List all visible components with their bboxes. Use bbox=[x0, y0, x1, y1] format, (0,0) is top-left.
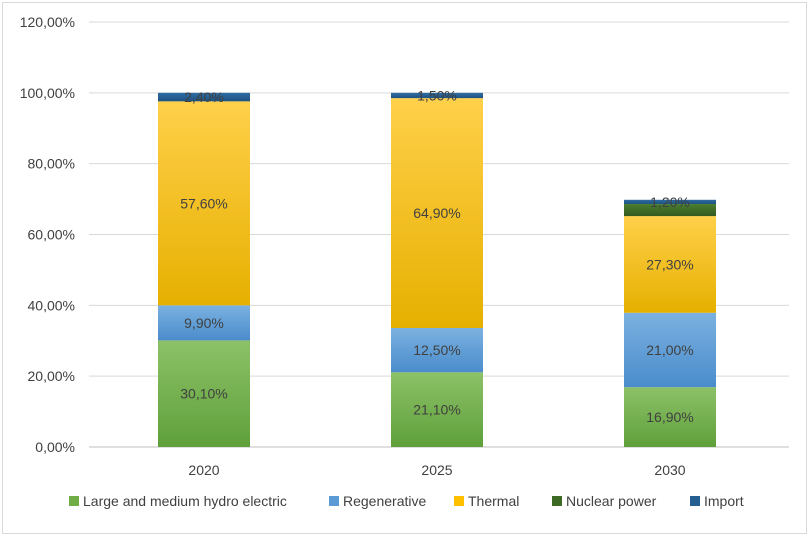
bars bbox=[158, 92, 716, 447]
x-axis-ticks: 2020 2025 2030 bbox=[188, 462, 685, 478]
legend-swatch bbox=[552, 496, 562, 506]
legend-swatch bbox=[69, 496, 79, 506]
data-label: 30,10% bbox=[180, 386, 227, 402]
legend: Large and medium hydro electric Regenerat… bbox=[69, 493, 744, 509]
bar-segment bbox=[624, 387, 716, 447]
legend-swatch bbox=[329, 496, 339, 506]
data-label: 1,50% bbox=[417, 87, 457, 103]
y-tick-label: 120,00% bbox=[20, 14, 75, 30]
data-label: 21,10% bbox=[413, 402, 460, 418]
legend-label: Regenerative bbox=[343, 493, 426, 509]
legend-label: Nuclear power bbox=[566, 493, 657, 509]
data-label: 21,00% bbox=[646, 342, 693, 358]
legend-item: Nuclear power bbox=[552, 493, 657, 509]
y-tick-label: 40,00% bbox=[28, 297, 75, 313]
bar-segment bbox=[158, 340, 250, 447]
bar-segment bbox=[391, 98, 483, 328]
bar-segment bbox=[624, 204, 716, 217]
legend-swatch bbox=[454, 496, 464, 506]
data-label: 57,60% bbox=[180, 195, 227, 211]
y-tick-label: 60,00% bbox=[28, 227, 75, 243]
y-axis-ticks: 0,00% 20,00% 40,00% 60,00% 80,00% 100,00% 120,… bbox=[20, 14, 75, 455]
data-label: 16,90% bbox=[646, 409, 693, 425]
data-label: 9,90% bbox=[184, 315, 224, 331]
y-tick-label: 0,00% bbox=[35, 439, 75, 455]
legend-item: Large and medium hydro electric bbox=[69, 493, 287, 509]
bar-segment bbox=[391, 328, 483, 373]
bar-segment bbox=[624, 312, 716, 388]
data-label: 64,90% bbox=[413, 205, 460, 221]
bar-segment bbox=[624, 216, 716, 313]
legend-label: Thermal bbox=[468, 493, 519, 509]
data-label: 1,20% bbox=[650, 194, 690, 210]
legend-label: Import bbox=[704, 493, 744, 509]
data-labels: 30,10% 9,90% 57,60% 2,40% 21,10% 12,50% 64,90%… bbox=[180, 87, 693, 425]
bar-segment bbox=[158, 101, 250, 306]
y-tick-label: 80,00% bbox=[28, 156, 75, 172]
chart-frame: 0,00% 20,00% 40,00% 60,00% 80,00% 100,00% 120,… bbox=[2, 2, 807, 534]
legend-item: Import bbox=[690, 493, 744, 509]
y-tick-label: 100,00% bbox=[20, 85, 75, 101]
x-tick-label: 2025 bbox=[421, 462, 452, 478]
data-label: 2,40% bbox=[184, 89, 224, 105]
bar-segment bbox=[391, 372, 483, 447]
data-label: 12,50% bbox=[413, 342, 460, 358]
legend-item: Thermal bbox=[454, 493, 519, 509]
x-tick-label: 2020 bbox=[188, 462, 219, 478]
legend-item: Regenerative bbox=[329, 493, 426, 509]
stacked-bar-chart: 0,00% 20,00% 40,00% 60,00% 80,00% 100,00% 120,… bbox=[20, 14, 789, 509]
bar-segment bbox=[158, 92, 250, 102]
bar-segment bbox=[624, 199, 716, 205]
data-label: 27,30% bbox=[646, 256, 693, 272]
legend-label: Large and medium hydro electric bbox=[83, 493, 287, 509]
y-tick-label: 20,00% bbox=[28, 368, 75, 384]
bar-segment bbox=[391, 92, 483, 99]
legend-swatch bbox=[690, 496, 700, 506]
bar-segment bbox=[158, 305, 250, 341]
x-tick-label: 2030 bbox=[654, 462, 685, 478]
